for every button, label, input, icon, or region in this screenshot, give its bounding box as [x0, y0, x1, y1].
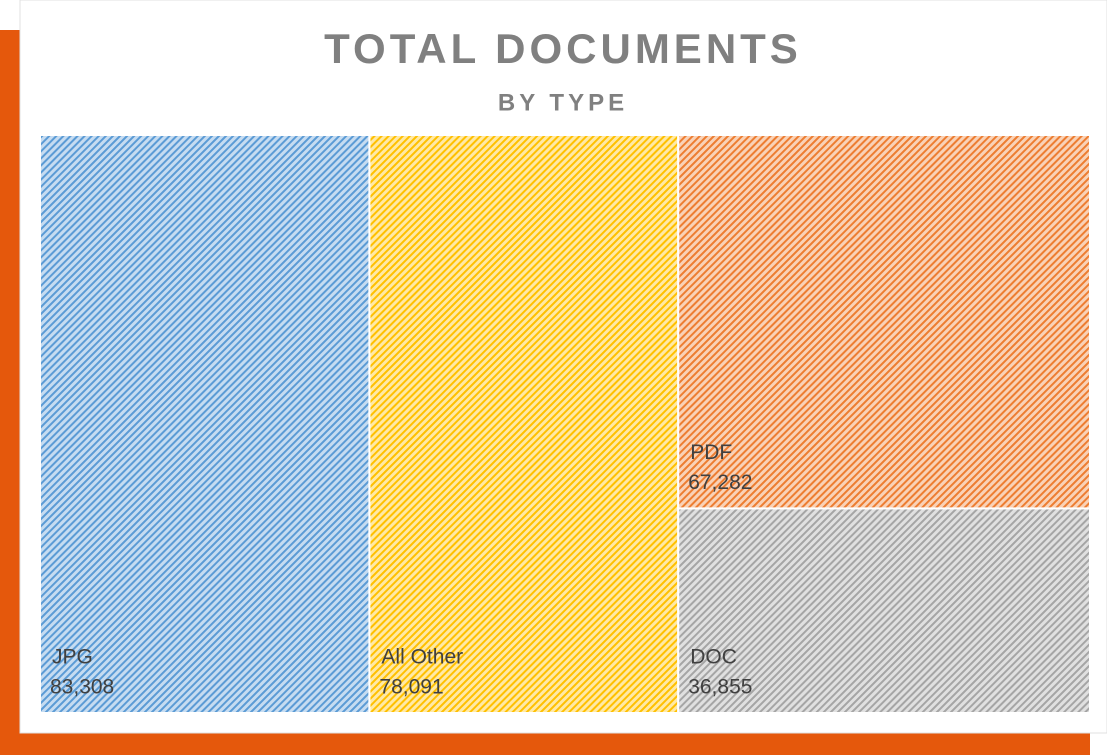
tile-label: DOC: [690, 646, 737, 669]
tile-value: 83,308: [50, 676, 114, 699]
tile-label: JPG: [52, 646, 93, 669]
tile: [39, 134, 371, 714]
tile-value: 67,282: [688, 471, 752, 494]
chart-title: TOTAL DOCUMENTS: [324, 25, 802, 72]
tile: [368, 134, 680, 714]
tile: [677, 507, 1091, 714]
tile-value: 36,855: [688, 676, 752, 699]
tile-label: All Other: [381, 646, 463, 669]
tile-value: 78,091: [379, 676, 443, 699]
tile-label: PDF: [690, 441, 732, 464]
tile: [677, 134, 1091, 510]
chart-subtitle: BY TYPE: [498, 89, 628, 116]
